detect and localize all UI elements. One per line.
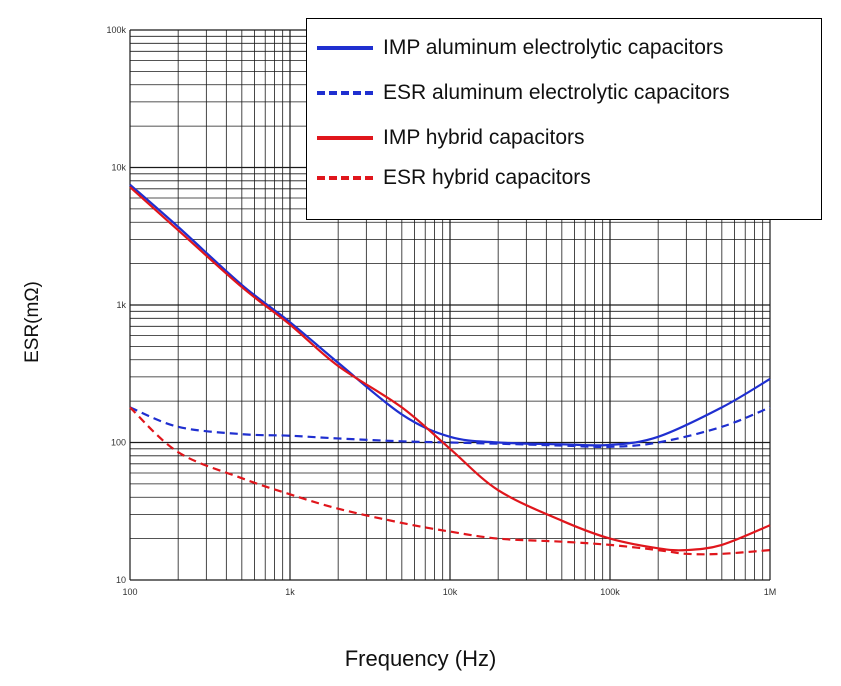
x-tick-label: 100: [122, 587, 137, 597]
legend-item-esr-aluminum: ESR aluminum electrolytic capacitors: [307, 78, 730, 108]
x-tick-label: 1M: [764, 587, 777, 597]
legend-swatch-esr-aluminum: [317, 91, 373, 95]
x-tick-label: 10k: [443, 587, 458, 597]
x-tick-label: 1k: [285, 587, 295, 597]
y-tick-label: 10k: [111, 163, 126, 173]
series-lines: [129, 183, 771, 556]
legend-label-esr-hybrid: ESR hybrid capacitors: [383, 166, 591, 189]
legend-swatch-esr-hybrid: [317, 176, 373, 180]
y-tick-label: 10: [116, 575, 126, 585]
y-tick-label: 100k: [106, 25, 126, 35]
legend-item-imp-hybrid: IMP hybrid capacitors: [307, 123, 585, 153]
axis-ticks: 100 1k 10k 100k 1M 10 100 1k 10k 100k: [106, 25, 776, 597]
legend-swatch-imp-hybrid: [317, 136, 373, 140]
legend-label-imp-hybrid: IMP hybrid capacitors: [383, 126, 585, 149]
legend-item-esr-hybrid: ESR hybrid capacitors: [307, 163, 591, 193]
x-tick-label: 100k: [600, 587, 620, 597]
series-line-esr-aluminum: [129, 406, 771, 449]
legend-label-esr-aluminum: ESR aluminum electrolytic capacitors: [383, 81, 730, 104]
legend-swatch-imp-aluminum: [317, 46, 373, 50]
legend: IMP aluminum electrolytic capacitors ESR…: [306, 18, 822, 220]
series-line-esr-hybrid: [129, 406, 771, 556]
y-axis-label: ESR(mΩ): [22, 281, 43, 363]
legend-item-imp-aluminum: IMP aluminum electrolytic capacitors: [307, 33, 723, 63]
y-tick-label: 1k: [116, 300, 126, 310]
series-line-imp-aluminum: [129, 183, 771, 447]
x-axis-label-box: Frequency (Hz): [0, 646, 841, 672]
legend-label-imp-aluminum: IMP aluminum electrolytic capacitors: [383, 36, 724, 59]
series-line-imp-hybrid: [129, 186, 771, 552]
y-axis-label-box: ESR(mΩ): [18, 272, 48, 372]
y-tick-label: 100: [111, 438, 126, 448]
x-axis-label: Frequency (Hz): [344, 646, 497, 671]
